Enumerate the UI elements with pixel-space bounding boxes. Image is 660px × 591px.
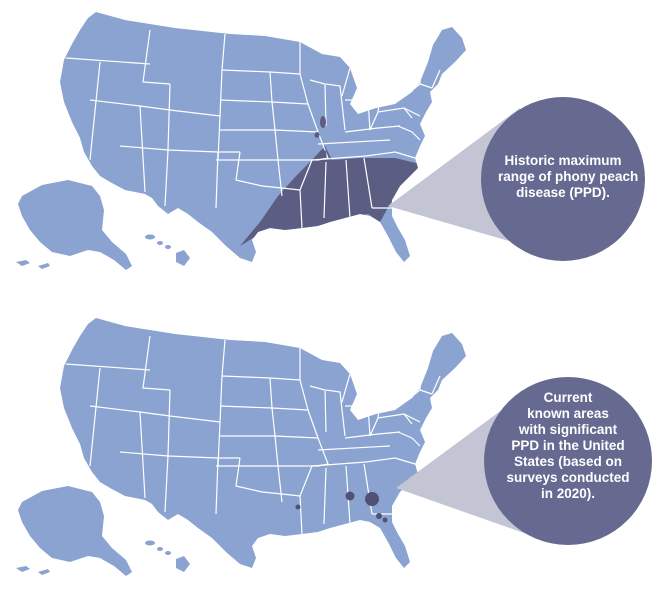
historic-map	[16, 12, 466, 270]
current-callout-line-1: Current	[543, 390, 593, 405]
alaska-shape-current	[18, 486, 132, 576]
ppd-dot-small-2	[382, 517, 388, 523]
alaska-shape	[18, 180, 132, 270]
historic-small-spots	[314, 116, 404, 171]
historic-callout-line-2: range of phony peach	[498, 169, 639, 184]
ppd-dot-small-1	[376, 513, 382, 519]
historic-callout-line-3: disease (PPD).	[516, 185, 610, 200]
historic-callout-line-1: Historic maximum	[504, 153, 622, 168]
current-callout-line-4: PPD in the United	[511, 438, 625, 453]
current-callout-line-2: known areas	[527, 406, 609, 421]
historic-callout-text: Historic maximum range of phony peach di…	[498, 153, 639, 201]
current-callout-circle	[484, 377, 652, 545]
ppd-dot-small-3	[295, 504, 301, 510]
current-callout-line-7: in 2020).	[540, 486, 596, 501]
contiguous-us-shape-current	[60, 318, 466, 568]
current-callout-line-6: surveys conducted	[506, 470, 630, 485]
current-callout-text: Current known areas with significant PPD…	[503, 390, 633, 502]
ppd-dot-large	[365, 492, 379, 506]
current-callout-line-5: States (based on	[513, 454, 623, 469]
historic-range-region	[240, 146, 420, 246]
current-callout-line-3: with significant	[518, 422, 618, 437]
historic-callout-circle	[481, 97, 645, 261]
ppd-area-dots	[295, 491, 388, 523]
current-map	[16, 318, 466, 576]
ppd-dot-medium	[345, 491, 355, 501]
